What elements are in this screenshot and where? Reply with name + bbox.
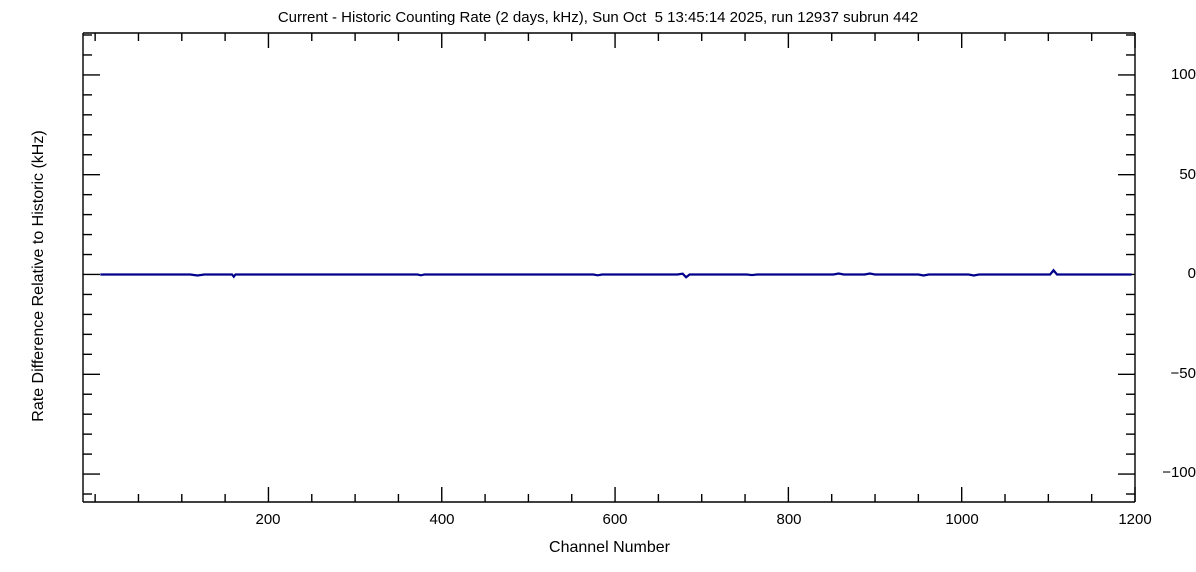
axis-frame bbox=[82, 32, 1136, 503]
x-tick-label-200: 200 bbox=[255, 511, 281, 528]
y-tick-label-minus50: −50 bbox=[1170, 365, 1196, 382]
y-tick-label-minus100: −100 bbox=[1162, 464, 1196, 481]
x-tick-label-1000: 1000 bbox=[945, 511, 979, 528]
x-tick-label-800: 800 bbox=[776, 511, 802, 528]
chart-title: Current - Historic Counting Rate (2 days… bbox=[277, 9, 919, 26]
y-tick-label-0: 0 bbox=[1187, 265, 1196, 282]
y-tick-label-50: 50 bbox=[1179, 166, 1196, 183]
x-tick-label-600: 600 bbox=[602, 511, 628, 528]
x-tick-label-1200: 1200 bbox=[1118, 511, 1152, 528]
y-tick-label-100: 100 bbox=[1170, 66, 1196, 83]
data-series-line bbox=[100, 268, 1132, 279]
x-axis-title: Channel Number bbox=[549, 539, 670, 556]
y-tick-marks bbox=[83, 34, 1135, 495]
x-tick-label-400: 400 bbox=[429, 511, 455, 528]
x-tick-marks bbox=[94, 33, 1136, 502]
